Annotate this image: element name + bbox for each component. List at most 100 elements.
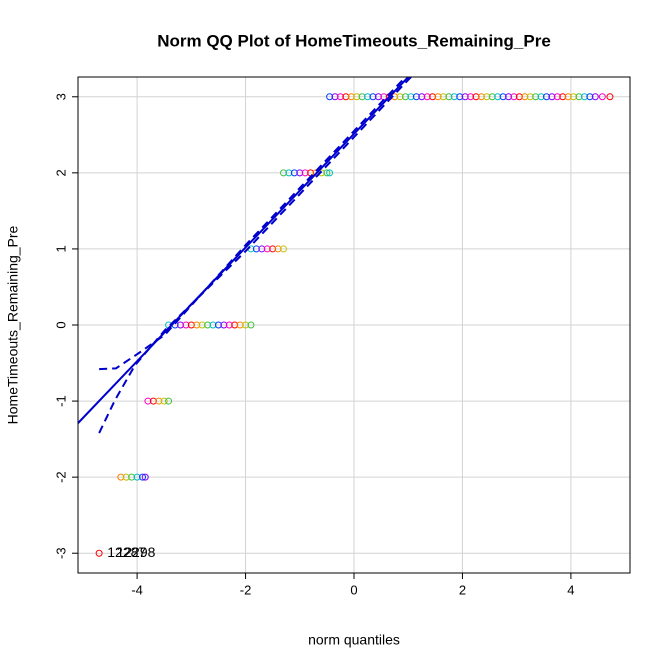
qq-point xyxy=(364,93,372,101)
qq-point xyxy=(564,93,572,101)
qq-point xyxy=(358,93,366,101)
qq-point xyxy=(176,321,184,329)
qq-point xyxy=(353,93,361,101)
qq-point xyxy=(575,93,583,101)
qq-point xyxy=(165,397,173,405)
qq-point xyxy=(182,321,190,329)
qq-point xyxy=(423,93,431,101)
y-tick-label: 2 xyxy=(53,169,68,176)
qq-point xyxy=(526,93,534,101)
x-axis-label: norm quantiles xyxy=(308,632,400,648)
qq-point xyxy=(450,93,458,101)
qq-point xyxy=(537,93,545,101)
qq-point xyxy=(477,93,485,101)
qq-point xyxy=(242,321,250,329)
qq-point xyxy=(445,93,453,101)
qq-point xyxy=(494,93,502,101)
point-label: 12287 xyxy=(107,544,146,560)
qq-point xyxy=(326,93,334,101)
qq-point xyxy=(263,245,271,253)
qq-point xyxy=(274,245,282,253)
qq-point xyxy=(149,397,157,405)
y-axis-label: HomeTimeouts_Remaining_Pre xyxy=(5,225,21,424)
x-tick-label: 2 xyxy=(459,582,466,597)
qq-point xyxy=(521,93,529,101)
qq-point xyxy=(586,93,594,101)
qq-point xyxy=(402,93,410,101)
qq-point xyxy=(347,93,355,101)
qq-point xyxy=(342,93,350,101)
qq-point xyxy=(301,169,309,177)
qq-point xyxy=(193,321,201,329)
qq-point xyxy=(407,93,415,101)
qq-point xyxy=(499,93,507,101)
qq-point xyxy=(606,93,614,101)
qq-point xyxy=(559,93,567,101)
qq-point xyxy=(467,93,475,101)
confidence-envelope xyxy=(98,77,412,434)
qq-point xyxy=(236,321,244,329)
qq-point xyxy=(418,93,426,101)
qq-point xyxy=(505,93,513,101)
y-tick-label: 0 xyxy=(53,321,68,328)
qq-point xyxy=(95,549,103,557)
qq-point xyxy=(317,169,325,177)
x-tick-label: 0 xyxy=(350,582,357,597)
qq-point xyxy=(117,473,125,481)
qq-point xyxy=(374,93,382,101)
qq-point xyxy=(461,93,469,101)
qq-point xyxy=(269,245,277,253)
qq-point xyxy=(280,169,288,177)
x-tick-label: 4 xyxy=(567,582,574,597)
qq-point xyxy=(285,169,293,177)
y-tick-label: -2 xyxy=(53,471,68,483)
qq-point xyxy=(532,93,540,101)
qq-point xyxy=(133,473,141,481)
qq-point xyxy=(247,321,255,329)
qq-point xyxy=(128,473,136,481)
qq-point xyxy=(139,473,147,481)
qq-point xyxy=(439,93,447,101)
qq-point xyxy=(187,321,195,329)
qq-point xyxy=(160,397,168,405)
qq-point xyxy=(220,321,228,329)
qq-point xyxy=(472,93,480,101)
qq-point xyxy=(204,321,212,329)
qq-point xyxy=(456,93,464,101)
qq-point xyxy=(155,397,163,405)
qq-point xyxy=(412,93,420,101)
qq-point xyxy=(209,321,217,329)
qq-point xyxy=(598,93,606,101)
qq-point xyxy=(434,93,442,101)
qq-point xyxy=(258,245,266,253)
qq-point xyxy=(290,169,298,177)
qq-point xyxy=(542,93,550,101)
qq-point xyxy=(252,245,260,253)
qq-point xyxy=(580,93,588,101)
qq-point xyxy=(280,245,288,253)
qq-point xyxy=(231,321,239,329)
qq-point xyxy=(214,321,222,329)
qq-point xyxy=(336,93,344,101)
confidence-envelope xyxy=(99,77,407,371)
qq-point xyxy=(591,93,599,101)
qq-point xyxy=(515,93,523,101)
y-tick-label: 1 xyxy=(53,245,68,252)
qq-point xyxy=(141,473,149,481)
y-tick-label: 3 xyxy=(53,93,68,100)
y-tick-label: -1 xyxy=(53,395,68,407)
qq-point xyxy=(323,169,331,177)
qq-point xyxy=(570,93,578,101)
qq-point xyxy=(369,93,377,101)
reference-line xyxy=(78,77,409,424)
qq-point xyxy=(296,169,304,177)
qq-point xyxy=(326,169,334,177)
qq-point xyxy=(225,321,233,329)
qq-point xyxy=(488,93,496,101)
qq-point xyxy=(429,93,437,101)
chart-title: Norm QQ Plot of HomeTimeouts_Remaining_P… xyxy=(157,31,551,50)
qq-point xyxy=(396,93,404,101)
qq-point xyxy=(198,321,206,329)
